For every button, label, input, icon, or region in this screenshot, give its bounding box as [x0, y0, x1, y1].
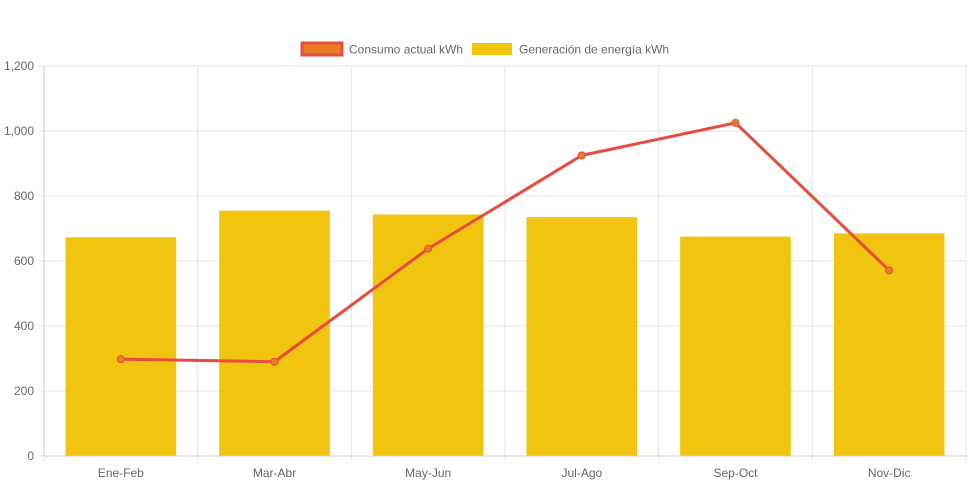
grid-lines [38, 65, 967, 462]
line-consumo [120, 121, 891, 364]
line-series [116, 118, 894, 366]
legend-item-generacion[interactable]: Generación de energía kWh [472, 43, 669, 57]
bar-generacion[interactable] [526, 217, 638, 456]
point-consumo[interactable] [731, 118, 740, 127]
y-tick-label: 1,200 [4, 59, 34, 73]
axes: 0 200 400 600 800 1,000 1,200 Ene-Feb Mar-Abr May… [4, 59, 966, 480]
x-tick-label: Ene-Feb [98, 466, 144, 480]
y-tick-label: 0 [27, 449, 34, 463]
point-consumo[interactable] [270, 357, 279, 366]
legend-item-consumo[interactable]: Consumo actual kWh [300, 41, 463, 57]
y-tick-label: 200 [14, 384, 34, 398]
point-consumo[interactable] [116, 355, 125, 364]
bar-generacion[interactable] [680, 236, 791, 456]
point-consumo[interactable] [577, 151, 586, 160]
y-tick-label: 800 [14, 189, 34, 203]
bar-generacion[interactable] [372, 214, 484, 456]
y-tick-label: 600 [14, 254, 34, 268]
legend-swatch-consumo [300, 41, 344, 57]
y-tick-label: 1,000 [4, 124, 34, 138]
x-tick-label: Sep-Oct [713, 466, 758, 480]
legend: Consumo actual kWh Generación de energía… [300, 41, 669, 57]
legend-label-consumo: Consumo actual kWh [349, 43, 463, 57]
legend-label-generacion: Generación de energía kWh [519, 43, 669, 57]
legend-swatch-generacion [472, 43, 512, 55]
bar-generacion[interactable] [65, 237, 177, 456]
y-tick-label: 400 [14, 319, 34, 333]
x-tick-label: May-Jun [405, 466, 451, 480]
x-tick-label: Mar-Abr [253, 466, 296, 480]
point-consumo[interactable] [885, 266, 894, 275]
x-tick-label: Nov-Dic [868, 466, 911, 480]
x-tick-label: Jul-Ago [561, 466, 602, 480]
point-consumo[interactable] [424, 244, 433, 253]
